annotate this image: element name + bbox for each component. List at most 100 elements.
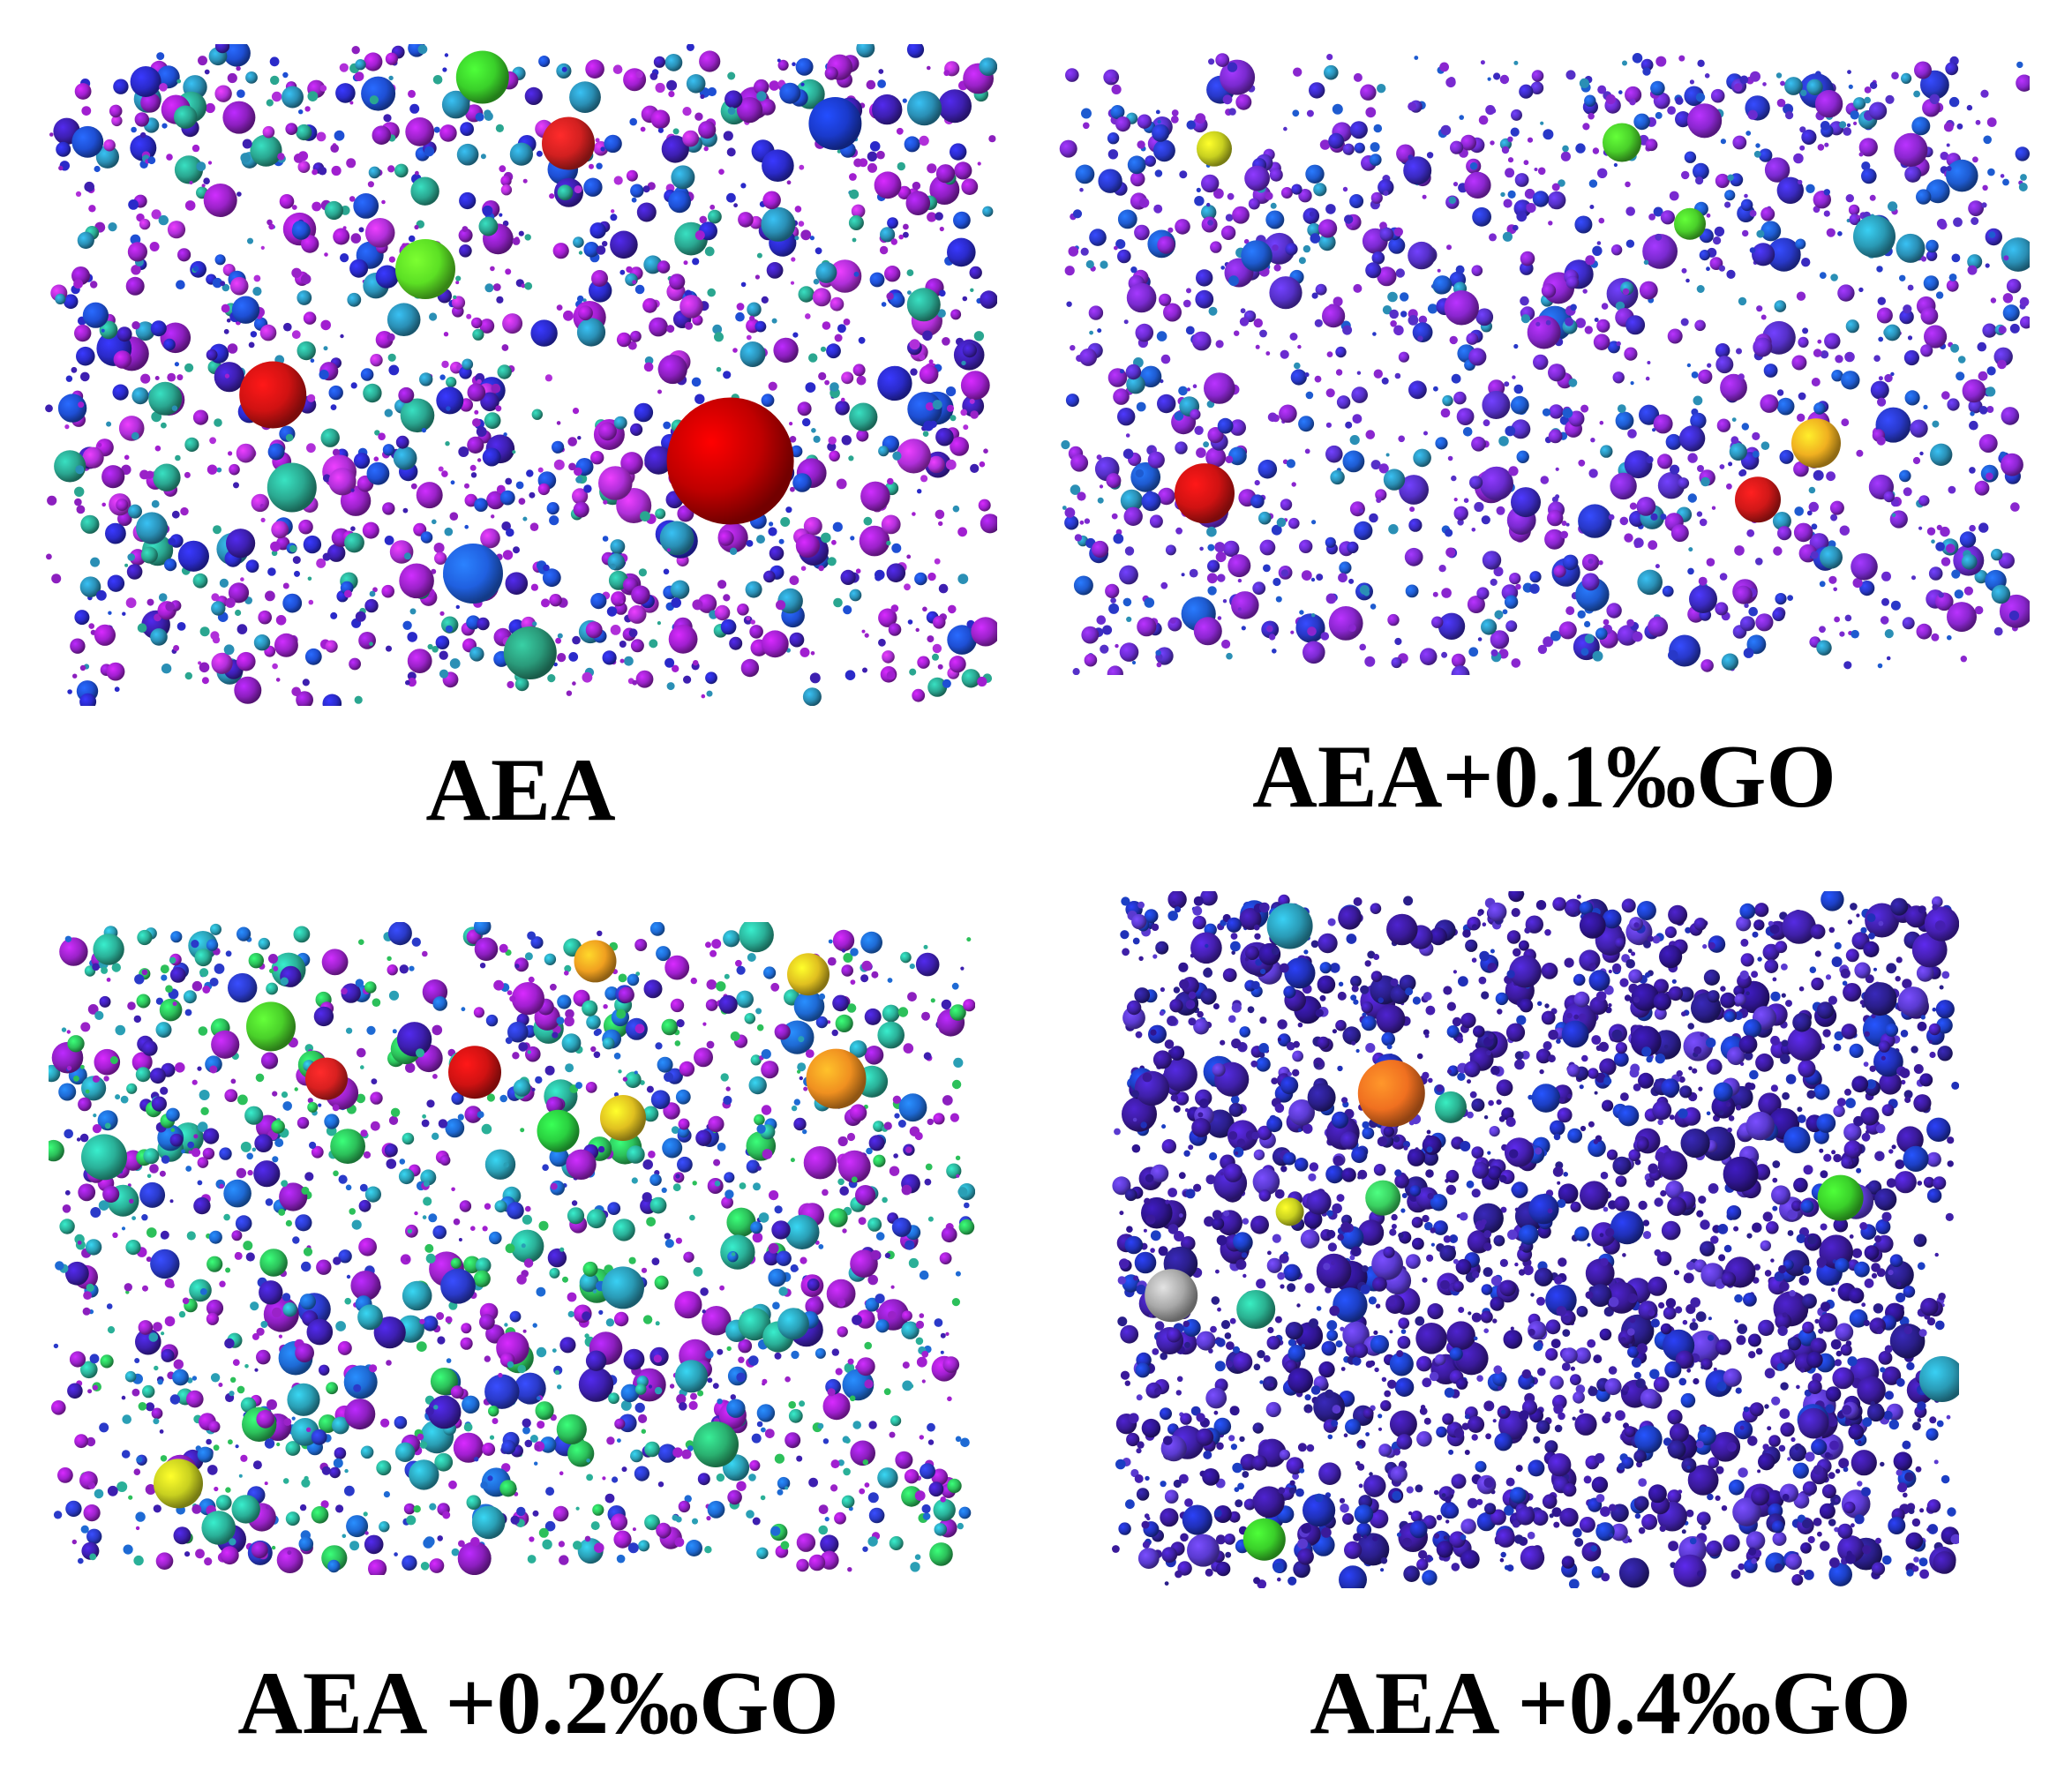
pore-particle — [692, 599, 703, 611]
pore-particle — [1978, 522, 1989, 533]
pore-particle — [347, 292, 362, 307]
pore-particle — [1377, 84, 1386, 94]
pore-particle — [198, 661, 202, 665]
pore-particle — [1130, 266, 1137, 274]
pore-particle — [424, 1536, 435, 1547]
pore-particle — [146, 1174, 152, 1179]
pore-particle — [1799, 145, 1805, 151]
pore-particle — [1255, 344, 1260, 349]
pore-particle — [1077, 491, 1086, 501]
pore-particle — [386, 645, 392, 652]
pore-particle — [74, 498, 82, 506]
pore-particle — [311, 1429, 327, 1445]
pore-particle — [134, 974, 145, 985]
pore-particle — [1689, 79, 1694, 85]
pore-particle — [187, 1141, 195, 1149]
pore-particle — [1776, 98, 1786, 108]
pore-particle — [907, 992, 917, 1001]
pore-particle — [586, 1459, 590, 1463]
pore-particle — [2001, 453, 2023, 476]
pore-particle — [1117, 408, 1136, 426]
pore-particle — [1125, 364, 1142, 380]
pore-particle — [552, 440, 565, 454]
pore-particle — [559, 1555, 569, 1565]
pore-particle — [654, 1386, 663, 1395]
pore-particle — [933, 1498, 956, 1521]
pore-particle — [1112, 1176, 1131, 1196]
pore-particle — [1438, 565, 1446, 573]
pore-particle — [529, 522, 539, 531]
pore-particle — [1175, 527, 1182, 535]
pore-particle — [1415, 1323, 1447, 1354]
pore-particle — [77, 231, 94, 249]
pore-particle — [1584, 634, 1595, 644]
large-pore — [806, 1048, 867, 1109]
pore-particle — [1904, 390, 1920, 406]
pore-particle — [349, 101, 354, 105]
pore-particle — [1884, 629, 1894, 639]
pore-particle — [312, 201, 322, 212]
pore-particle — [942, 679, 951, 688]
pore-particle — [672, 128, 679, 135]
pore-particle — [1520, 314, 1530, 324]
pore-particle — [134, 112, 149, 127]
pore-particle — [593, 1051, 601, 1059]
pore-particle — [1289, 333, 1298, 341]
pore-particle — [1884, 373, 1893, 383]
pore-particle — [307, 1098, 313, 1104]
pore-particle — [748, 1355, 759, 1366]
pore-particle — [619, 599, 624, 604]
pore-particle — [477, 617, 490, 631]
pore-particle — [907, 290, 912, 295]
pore-particle — [699, 50, 721, 72]
pore-particle — [1968, 399, 1983, 414]
pore-particle — [1106, 473, 1122, 489]
pore-particle — [777, 1489, 784, 1496]
pore-particle — [379, 1521, 390, 1533]
pore-particle — [184, 363, 194, 372]
pore-particle — [363, 383, 382, 403]
pore-particle — [1502, 609, 1508, 615]
pore-particle — [945, 1331, 950, 1336]
pore-particle — [977, 676, 987, 687]
pore-particle — [287, 1550, 292, 1556]
pore-particle — [80, 1361, 98, 1379]
pore-particle — [1472, 206, 1491, 227]
pore-particle — [271, 1545, 276, 1550]
pore-particle — [1606, 603, 1622, 619]
pore-particle — [357, 1047, 366, 1058]
pore-particle — [421, 427, 427, 433]
pore-particle — [1476, 1498, 1483, 1505]
pore-particle — [739, 341, 766, 367]
pore-particle — [982, 206, 994, 217]
pore-particle — [1115, 116, 1131, 132]
pore-particle — [799, 164, 805, 170]
pore-particle — [869, 141, 881, 152]
pore-particle — [912, 512, 916, 516]
pore-particle — [419, 1441, 428, 1449]
pore-particle — [398, 1168, 415, 1185]
pore-particle — [80, 1022, 91, 1032]
pore-particle — [951, 1298, 960, 1307]
pore-particle — [648, 1151, 656, 1159]
pore-particle — [1292, 109, 1300, 117]
pore-particle — [686, 1540, 702, 1556]
pore-particle — [1336, 395, 1351, 409]
pore-particle — [266, 982, 278, 995]
pore-particle — [1820, 350, 1829, 359]
pore-particle — [1325, 422, 1332, 428]
pore-particle — [1072, 668, 1080, 675]
pore-particle — [875, 1319, 890, 1333]
pore-particle — [219, 1183, 224, 1189]
pore-particle — [394, 163, 409, 178]
pore-particle — [250, 1301, 259, 1311]
pore-particle — [862, 1459, 868, 1466]
pore-particle — [349, 657, 361, 671]
pore-particle — [1324, 64, 1339, 80]
pore-particle — [621, 1466, 627, 1473]
pore-particle — [437, 1535, 444, 1541]
pore-particle — [613, 1053, 621, 1060]
pore-particle — [451, 1187, 455, 1192]
pore-particle — [760, 1495, 766, 1501]
pore-particle — [932, 616, 946, 629]
